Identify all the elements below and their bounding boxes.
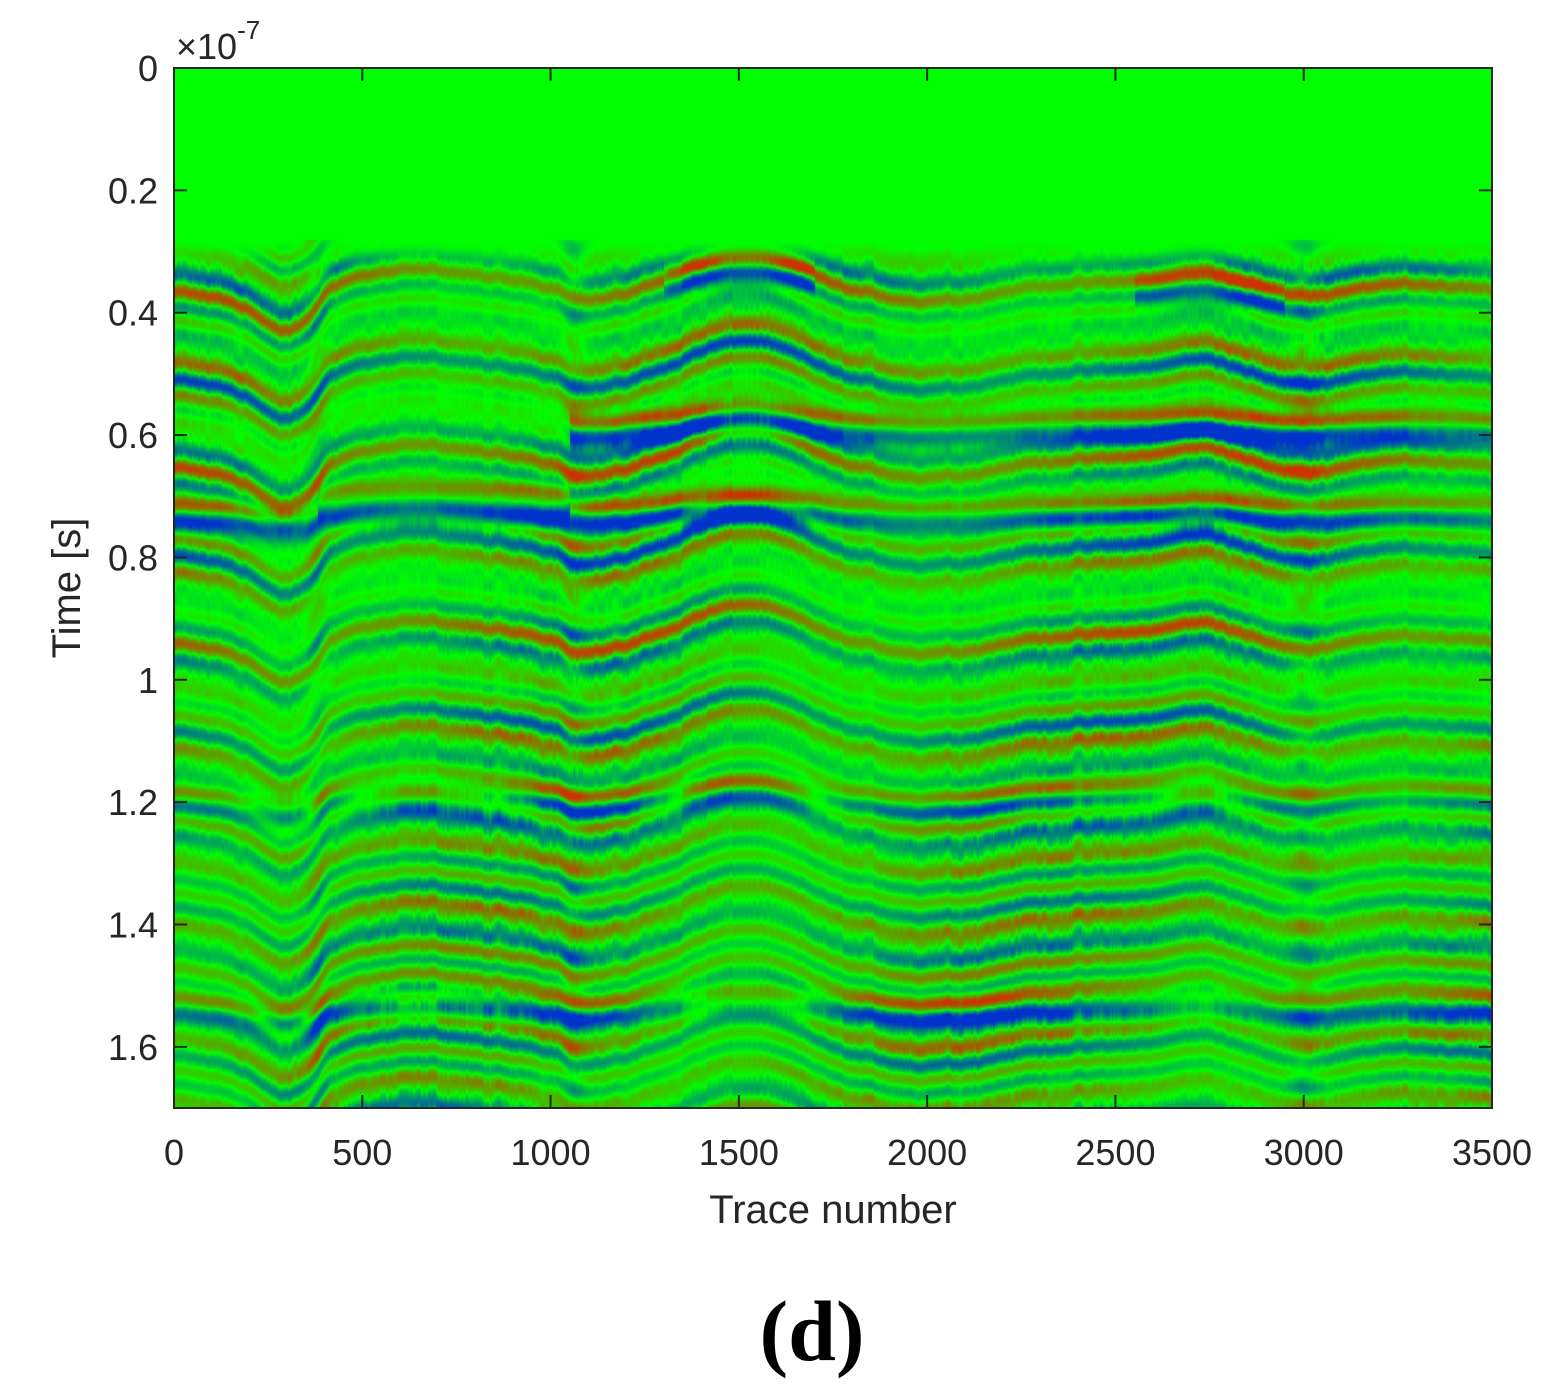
y-tick-label: 0.6 (108, 415, 158, 456)
y-axis-ticks: 0 0.2 0.4 0.6 0.8 1 1.2 1.4 1.6 (108, 48, 1492, 1068)
y-axis-label: Time [s] (45, 518, 89, 659)
panel-label: (d) (759, 1283, 864, 1379)
y-exponent-times: × (176, 26, 197, 67)
y-exponent: ×10-7 (176, 15, 260, 67)
y-tick-label: 1 (138, 660, 158, 701)
heatmap-image (174, 68, 1492, 1108)
x-tick-label: 0 (164, 1132, 184, 1173)
y-exponent-power: -7 (237, 15, 260, 45)
y-exponent-base: 10 (197, 26, 237, 67)
plot-frame (173, 67, 1493, 1109)
x-tick-label: 1500 (699, 1132, 779, 1173)
x-axis-ticks: 0 500 1000 1500 2000 2500 3000 3500 (164, 68, 1532, 1173)
y-tick-label: 1.4 (108, 904, 158, 945)
x-tick-label: 500 (332, 1132, 392, 1173)
y-tick-label: 0 (138, 48, 158, 89)
x-tick-label: 1000 (511, 1132, 591, 1173)
y-tick-label: 1.6 (108, 1027, 158, 1068)
x-axis-label: Trace number (709, 1188, 957, 1232)
x-tick-label: 2000 (887, 1132, 967, 1173)
heatmap (174, 68, 1492, 1108)
x-tick-label: 3500 (1452, 1132, 1532, 1173)
y-tick-label: 0.4 (108, 293, 158, 334)
y-tick-label: 0.8 (108, 537, 158, 578)
y-tick-label: 0.2 (108, 170, 158, 211)
x-tick-label: 3000 (1264, 1132, 1344, 1173)
y-tick-label: 1.2 (108, 782, 158, 823)
x-tick-label: 2500 (1075, 1132, 1155, 1173)
